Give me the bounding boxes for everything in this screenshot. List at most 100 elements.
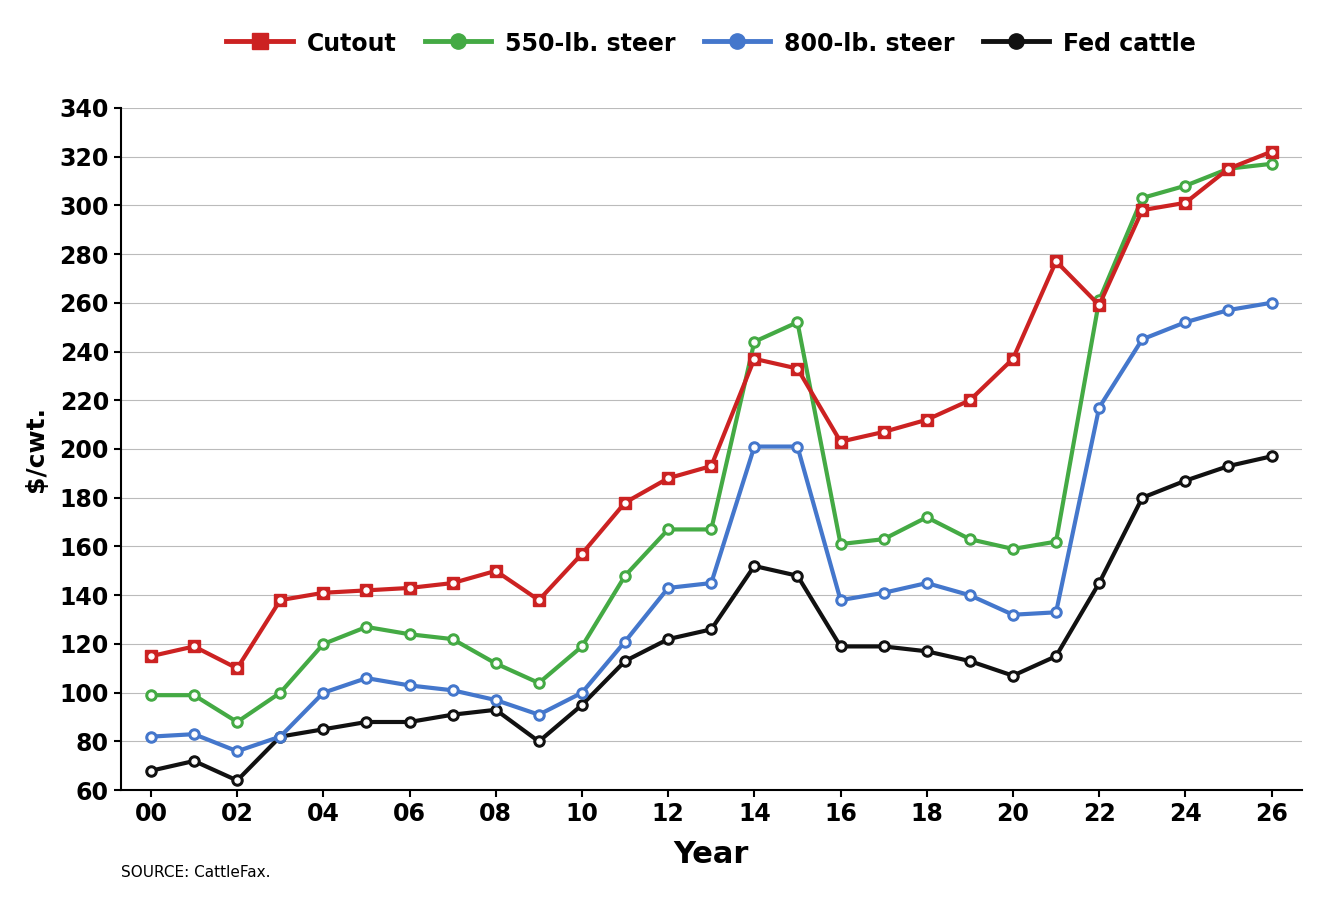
800-lb. steer [272,731,289,742]
Fed cattle [272,731,289,742]
800-lb. steer [1264,297,1280,308]
550-lb. steer [444,634,460,645]
800-lb. steer [962,590,978,601]
800-lb. steer [703,577,719,588]
Cutout [574,549,590,559]
550-lb. steer [875,533,891,544]
800-lb. steer [142,731,158,742]
800-lb. steer [187,729,203,740]
550-lb. steer [832,539,848,550]
800-lb. steer [875,587,891,598]
Cutout [272,594,289,605]
550-lb. steer [487,658,503,669]
800-lb. steer [746,441,762,452]
550-lb. steer [1048,536,1064,547]
Fed cattle [875,641,891,652]
550-lb. steer [789,317,805,328]
Cutout [444,577,460,588]
550-lb. steer [660,524,676,535]
Fed cattle [1264,451,1280,462]
800-lb. steer [1134,334,1150,345]
Cutout [1048,256,1064,267]
Cutout [1134,205,1150,216]
Fed cattle [142,765,158,776]
800-lb. steer [229,746,246,757]
Fed cattle [187,755,203,766]
550-lb. steer [962,533,978,544]
Cutout [401,583,417,594]
Legend: Cutout, 550-lb. steer, 800-lb. steer, Fed cattle: Cutout, 550-lb. steer, 800-lb. steer, Fe… [227,31,1196,56]
Cutout [531,594,548,605]
Fed cattle [531,736,548,747]
Cutout [703,461,719,471]
800-lb. steer [919,577,935,588]
800-lb. steer [1220,304,1236,315]
Fed cattle [703,624,719,635]
Cutout [1220,163,1236,174]
800-lb. steer [401,680,417,691]
550-lb. steer [919,512,935,523]
800-lb. steer [487,695,503,706]
Fed cattle [315,724,331,735]
Cutout [746,354,762,365]
550-lb. steer [574,641,590,652]
Fed cattle [962,656,978,666]
550-lb. steer [272,687,289,698]
800-lb. steer [1005,610,1021,621]
550-lb. steer [142,690,158,700]
X-axis label: Year: Year [674,840,749,869]
550-lb. steer [358,621,374,632]
Cutout [660,473,676,484]
Cutout [962,395,978,406]
Cutout [142,651,158,662]
Fed cattle [617,656,633,666]
Cutout [487,566,503,577]
Fed cattle [1005,670,1021,681]
Fed cattle [660,634,676,645]
800-lb. steer [832,594,848,605]
800-lb. steer [789,441,805,452]
Fed cattle [832,641,848,652]
800-lb. steer [617,636,633,647]
Cutout [358,585,374,595]
550-lb. steer [315,638,331,649]
Fed cattle [1220,461,1236,471]
Cutout [1177,198,1193,208]
Cutout [789,363,805,374]
Line: Cutout: Cutout [145,146,1278,674]
800-lb. steer [315,687,331,698]
550-lb. steer [1134,192,1150,203]
800-lb. steer [444,685,460,696]
Fed cattle [1177,475,1193,486]
800-lb. steer [574,687,590,698]
Cutout [1264,146,1280,157]
Cutout [875,427,891,437]
Cutout [315,587,331,598]
550-lb. steer [746,337,762,348]
Fed cattle [574,700,590,710]
800-lb. steer [358,673,374,683]
550-lb. steer [703,524,719,535]
Fed cattle [1134,492,1150,503]
800-lb. steer [1048,607,1064,618]
550-lb. steer [617,570,633,581]
550-lb. steer [1220,163,1236,174]
550-lb. steer [1177,180,1193,191]
Fed cattle [919,646,935,656]
800-lb. steer [660,583,676,594]
550-lb. steer [531,678,548,689]
Cutout [919,414,935,425]
800-lb. steer [1177,317,1193,328]
550-lb. steer [229,717,246,727]
550-lb. steer [1264,158,1280,169]
Cutout [187,641,203,652]
Cutout [1091,300,1107,311]
Fed cattle [1048,651,1064,662]
Fed cattle [789,570,805,581]
Text: SOURCE: CattleFax.: SOURCE: CattleFax. [121,865,270,880]
Fed cattle [487,704,503,715]
Cutout [832,436,848,447]
Fed cattle [229,775,246,786]
Fed cattle [1091,577,1107,588]
Y-axis label: $/cwt.: $/cwt. [24,406,48,492]
